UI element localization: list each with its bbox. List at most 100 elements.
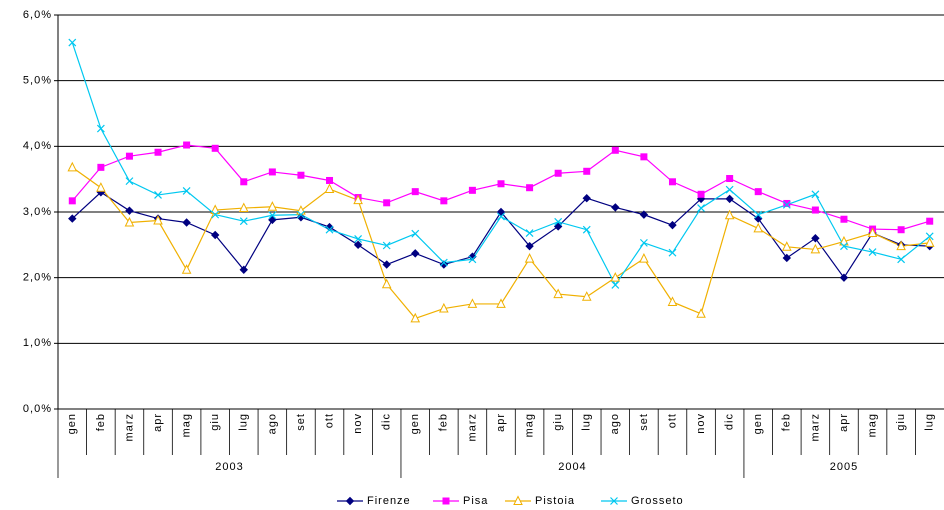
point: [897, 226, 905, 234]
point: [125, 152, 133, 160]
point: [97, 163, 105, 171]
x-tick-label: giu: [895, 413, 907, 431]
point: [68, 38, 77, 47]
point: [526, 184, 534, 192]
point: [239, 217, 248, 226]
legend-label: Firenze: [367, 495, 411, 507]
point: [381, 278, 392, 289]
x-tick-label: marz: [809, 413, 821, 441]
x-tick-label: apr: [152, 413, 164, 432]
y-tick-label: 5,0%: [23, 75, 52, 87]
point: [354, 234, 363, 243]
point: [154, 148, 162, 156]
x-tick-label: ago: [609, 413, 621, 434]
point: [811, 190, 820, 199]
point: [839, 235, 849, 246]
point: [611, 146, 619, 154]
point: [411, 249, 420, 258]
legend-marker: [442, 497, 450, 505]
point: [268, 168, 276, 176]
point: [582, 194, 591, 203]
point: [554, 217, 563, 226]
point: [639, 238, 648, 247]
point: [524, 253, 535, 263]
point: [782, 253, 792, 263]
point: [182, 218, 191, 227]
point: [725, 185, 734, 194]
point: [240, 178, 248, 186]
legend-label: Grosseto: [631, 495, 684, 507]
x-tick-label: ott: [666, 413, 678, 428]
x-tick-label: giu: [552, 413, 564, 431]
point: [639, 253, 649, 263]
point: [325, 222, 334, 232]
point: [325, 225, 334, 234]
point: [553, 222, 563, 231]
x-tick-label: feb: [781, 413, 793, 431]
point: [581, 291, 592, 301]
point: [125, 206, 134, 215]
point: [124, 216, 135, 227]
point: [96, 124, 105, 133]
point: [867, 227, 878, 238]
x-tick-label: lug: [581, 413, 593, 431]
point: [696, 308, 706, 318]
point: [353, 240, 363, 250]
x-tick-label: dic: [381, 413, 393, 430]
point: [468, 255, 477, 264]
point: [639, 210, 649, 219]
point: [496, 207, 506, 217]
x-tick-label: marz: [123, 413, 135, 441]
point: [840, 215, 848, 223]
point: [183, 141, 191, 149]
y-tick-label: 0,0%: [23, 403, 52, 415]
y-tick-label: 2,0%: [23, 272, 52, 284]
point: [125, 177, 134, 186]
point: [726, 175, 734, 183]
point: [410, 312, 421, 323]
point: [724, 209, 735, 220]
series-line: [71, 191, 930, 279]
point: [926, 217, 934, 225]
y-tick-label: 3,0%: [23, 206, 52, 218]
point: [554, 169, 562, 177]
x-tick-label: giu: [209, 413, 221, 431]
point: [440, 197, 448, 205]
point: [839, 273, 849, 282]
x-tick-label: set: [295, 413, 307, 431]
point: [181, 264, 192, 274]
point: [497, 212, 505, 221]
point: [697, 190, 705, 198]
point: [897, 255, 906, 264]
x-tick-label: mag: [181, 413, 193, 437]
point: [238, 202, 249, 213]
point: [553, 288, 563, 299]
point: [153, 214, 163, 225]
point: [182, 187, 191, 195]
point: [496, 298, 506, 308]
point: [667, 296, 678, 306]
series-line: [71, 166, 930, 320]
point: [668, 248, 677, 257]
x-tick-label: apr: [838, 413, 850, 432]
point: [582, 225, 591, 234]
legend-marker: [610, 497, 618, 505]
x-tick-label: lug: [924, 413, 936, 431]
point: [811, 234, 820, 243]
point: [268, 215, 277, 225]
point: [781, 241, 792, 251]
point: [668, 178, 676, 186]
point: [468, 252, 477, 261]
point: [439, 260, 449, 269]
group-label: 2004: [558, 461, 586, 473]
x-tick-label: nov: [352, 413, 364, 434]
point: [896, 240, 906, 251]
point: [326, 176, 334, 184]
legend-label: Pisa: [463, 495, 488, 507]
point: [297, 171, 305, 179]
x-tick-label: apr: [495, 413, 507, 432]
point: [268, 211, 277, 220]
point: [324, 183, 335, 194]
x-tick-label: marz: [466, 413, 478, 441]
point: [439, 302, 449, 313]
